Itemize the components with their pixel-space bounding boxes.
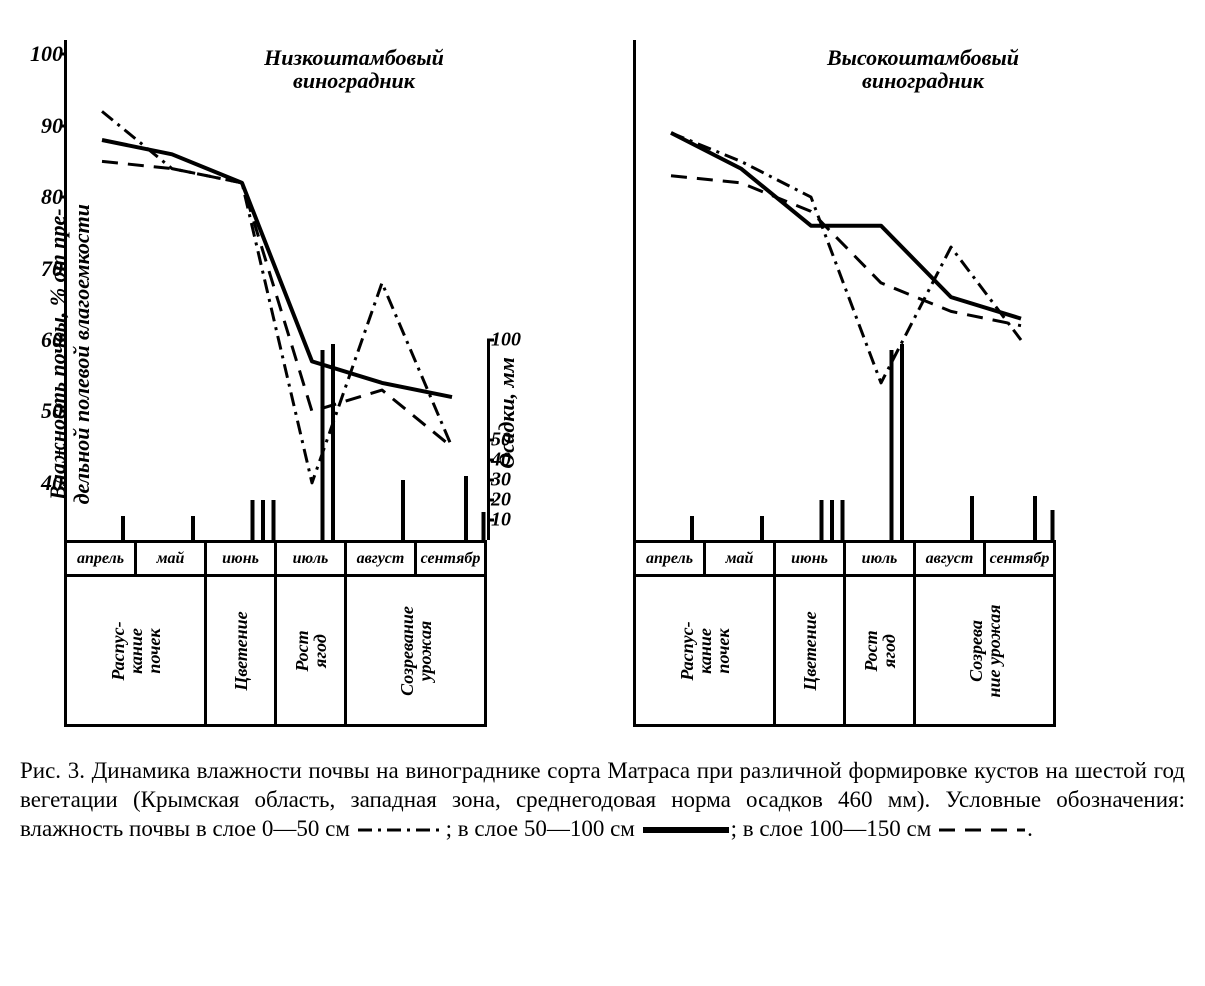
phase-cell: Распус- кание почек: [67, 577, 207, 727]
precip-bar: [1033, 496, 1037, 540]
month-cell: сентябр: [986, 543, 1056, 577]
legend-line-dash: [937, 821, 1027, 839]
y-tick-label: 50: [23, 398, 63, 424]
y-tick-label: 100: [23, 41, 63, 67]
month-cell: август: [916, 543, 986, 577]
precip-bar: [890, 350, 894, 540]
chart-panel-1: Высокоштамбовый виноградник апрельмайиюнь…: [633, 20, 1056, 727]
precip-bar: [970, 496, 974, 540]
series-layer_50_100: [102, 140, 452, 397]
caption-seg: ; в слое 50—100 см: [446, 816, 641, 841]
month-cell: сентябр: [417, 543, 487, 577]
phase-label: Рост ягод: [293, 581, 329, 721]
y-axis-label-precip: Осадки, мм: [487, 20, 527, 560]
month-cell: август: [347, 543, 417, 577]
precip-bar: [191, 516, 195, 540]
y-axis-label-text: Осадки, мм: [494, 323, 520, 503]
month-cell: май: [706, 543, 776, 577]
charts-row: Влажность почвы, % от пре- дельной полев…: [20, 20, 1185, 727]
phase-cell: Цветение: [776, 577, 846, 727]
caption-prefix: Рис. 3.: [20, 758, 85, 783]
figure: Влажность почвы, % от пре- дельной полев…: [20, 20, 1185, 843]
month-row: апрельмайиюньиюльавгустсентябр: [633, 543, 1056, 577]
month-cell: июль: [846, 543, 916, 577]
phase-cell: Созревание урожая: [347, 577, 487, 727]
phase-cell: Рост ягод: [846, 577, 916, 727]
precip-bar: [690, 516, 694, 540]
y-tick-label: 90: [23, 113, 63, 139]
phase-cell: Распус- кание почек: [636, 577, 776, 727]
month-cell: июнь: [207, 543, 277, 577]
precip-bar: [841, 500, 845, 540]
plot-svg: [67, 40, 487, 540]
precip-bar: [331, 344, 335, 540]
month-cell: апрель: [636, 543, 706, 577]
precip-bar: [261, 500, 265, 540]
phase-label: Цветение: [232, 581, 250, 721]
phase-cell: Созрева ние урожая: [916, 577, 1056, 727]
phase-row: Распус- кание почек Цветение Рост ягод Созр…: [64, 577, 487, 727]
month-cell: июнь: [776, 543, 846, 577]
precip-bar: [464, 476, 468, 540]
chart-panel-0: 405060708090100Низкоштамбовый виноградни…: [64, 20, 487, 727]
month-cell: июль: [277, 543, 347, 577]
phase-label: Цветение: [801, 581, 819, 721]
phase-label: Распус- кание почек: [678, 581, 732, 721]
precip-bar: [321, 350, 325, 540]
series-layer_0_50: [671, 133, 1021, 383]
precip-bar: [1051, 510, 1055, 540]
y-tick-label: 80: [23, 184, 63, 210]
precip-bar: [482, 512, 486, 540]
plot-area: Высокоштамбовый виноградник: [633, 40, 1056, 543]
phase-label: Созревание урожая: [398, 581, 434, 721]
caption-tail: .: [1027, 816, 1033, 841]
precip-bar: [251, 500, 255, 540]
phase-cell: Цветение: [207, 577, 277, 727]
month-cell: май: [137, 543, 207, 577]
y-tick-label: 60: [23, 327, 63, 353]
plot-area: 405060708090100Низкоштамбовый виноградни…: [64, 40, 487, 543]
phase-label: Рост ягод: [862, 581, 898, 721]
phase-label: Созрева ние урожая: [967, 581, 1003, 721]
panel-title: Низкоштамбовый виноградник: [229, 46, 479, 92]
legend-line-solid: [641, 821, 731, 839]
y-tick-label: 40: [23, 470, 63, 496]
panel-title: Высокоштамбовый виноградник: [798, 46, 1048, 92]
precip-bar: [401, 480, 405, 540]
caption-seg: ; в слое 100—150 см: [731, 816, 937, 841]
legend-line-dashdot: [356, 821, 446, 839]
phase-cell: Рост ягод: [277, 577, 347, 727]
phase-label: Распус- кание почек: [109, 581, 163, 721]
precip-bar: [272, 500, 276, 540]
plot-svg: [636, 40, 1056, 540]
precip-bar: [830, 500, 834, 540]
precip-bar: [760, 516, 764, 540]
month-row: апрельмайиюньиюльавгустсентябр: [64, 543, 487, 577]
precip-bar: [820, 500, 824, 540]
y-tick-label: 70: [23, 256, 63, 282]
phase-row: Распус- кание почек Цветение Рост ягод Созр…: [633, 577, 1056, 727]
precip-bar: [121, 516, 125, 540]
series-layer_100_150: [102, 161, 452, 447]
precip-bar: [900, 344, 904, 540]
figure-caption: Рис. 3. Динамика влажности почвы на вино…: [20, 757, 1185, 843]
